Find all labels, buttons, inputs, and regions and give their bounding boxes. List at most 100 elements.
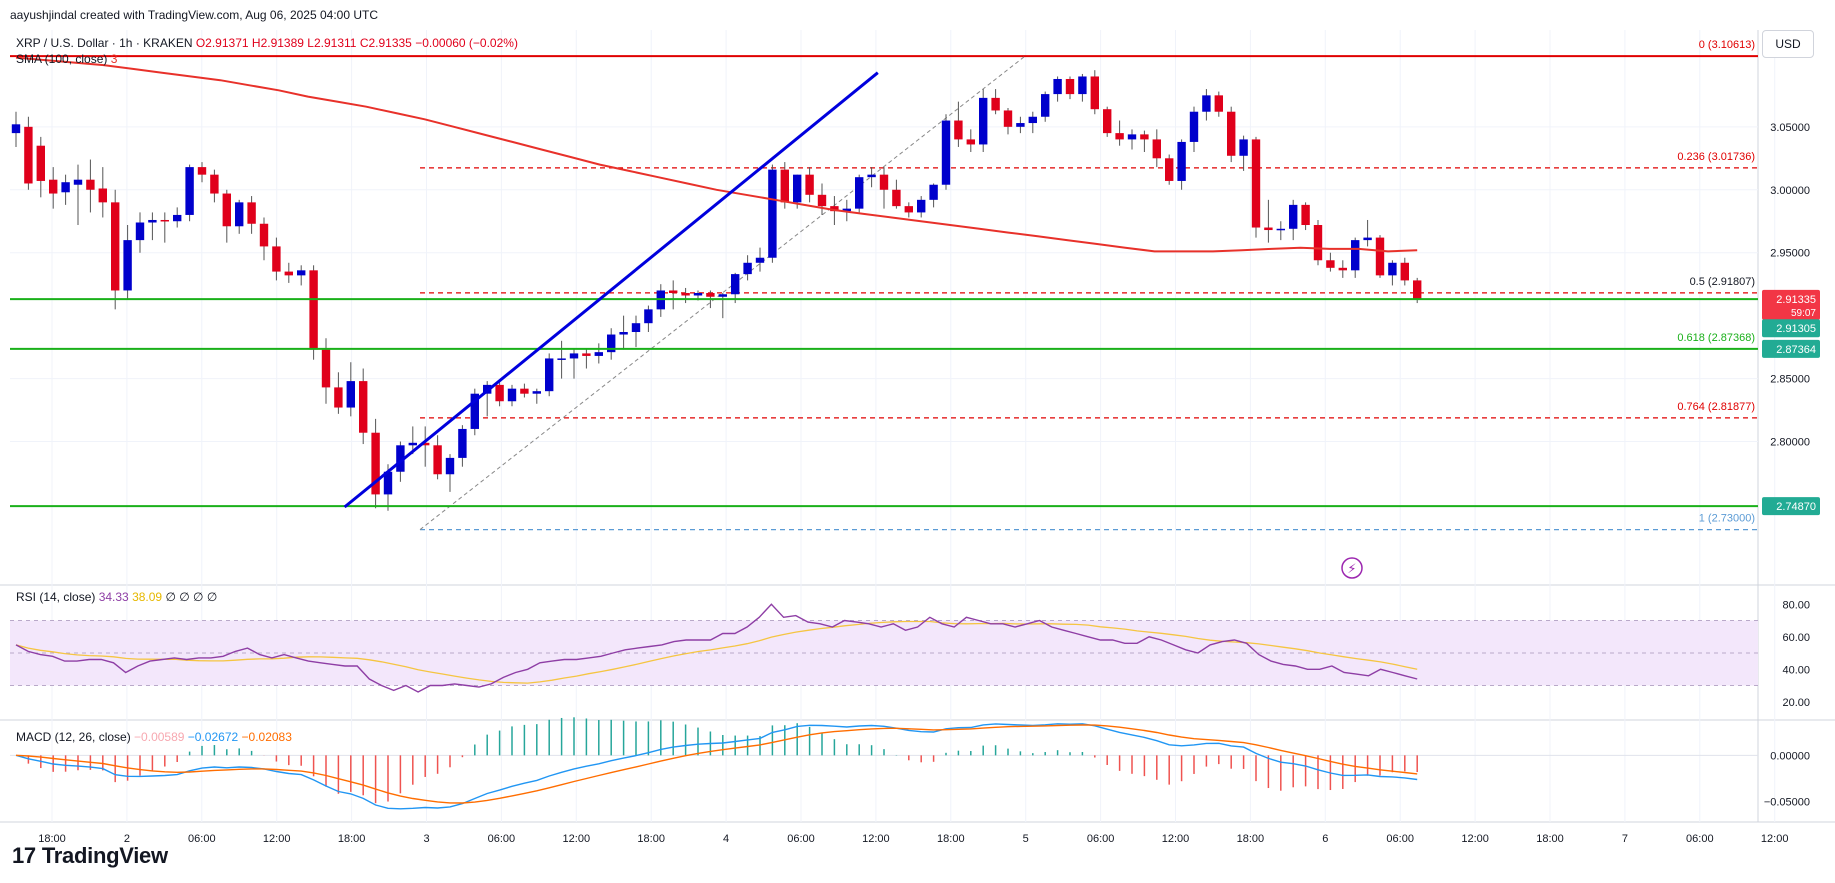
time-tick-label: 18:00 [937, 833, 965, 845]
candle-body [396, 445, 405, 472]
candle-body [36, 145, 45, 181]
time-tick-label: 06:00 [787, 833, 815, 845]
candle-body [1103, 109, 1112, 134]
fib-level-label: 0.236 (3.01736) [1677, 151, 1755, 163]
time-tick-label: 12:00 [563, 833, 591, 845]
candle-body [520, 388, 529, 394]
macd-legend[interactable]: MACD (12, 26, close) −0.00589 −0.02672 −… [16, 730, 292, 744]
candle-body [1363, 237, 1372, 241]
candle-body [545, 358, 554, 392]
price-badge [1762, 289, 1820, 320]
candle-body [1375, 237, 1385, 276]
lightning-icon-glyph: ⚡ [1347, 561, 1356, 576]
candle-body [569, 353, 579, 359]
candle-body [1115, 133, 1124, 140]
candle-body [359, 381, 368, 433]
sma-legend[interactable]: SMA (100, close) 3 [16, 52, 117, 66]
candle-body [892, 189, 901, 207]
candle-body [755, 257, 765, 263]
candle-body [681, 292, 690, 296]
time-tick-label: 12:00 [1162, 833, 1190, 845]
candle-body [706, 292, 715, 297]
time-tick-label: 7 [1622, 833, 1628, 845]
price-badge [1762, 497, 1820, 516]
candle-body [1264, 227, 1273, 231]
sma-label: SMA (100, close) [16, 52, 108, 66]
fib-level-label: 0.5 (2.91807) [1690, 276, 1755, 288]
rsi-tick-label: 80.00 [1782, 599, 1810, 611]
candle-body [855, 177, 864, 209]
fib-level-label: 1 (2.73000) [1699, 513, 1755, 525]
candle-body [458, 428, 467, 458]
macd-hist-value: −0.00589 [134, 730, 185, 744]
candle-body [1041, 94, 1050, 117]
price-axis: 3.05000 3.00000 2.95000 2.85000 2.80000 2.913… [1762, 122, 1820, 809]
lightning-icon [1341, 557, 1363, 579]
candle-body [1078, 76, 1087, 95]
candle-body [1276, 228, 1285, 231]
candle-body [817, 194, 827, 207]
candle-body [731, 274, 740, 295]
ohlc-close: C2.91335 [359, 36, 412, 50]
time-tick-label: 06:00 [488, 833, 516, 845]
candle-body [1127, 134, 1137, 140]
rsi-pane [10, 603, 1758, 693]
candle-body [1140, 134, 1149, 140]
candle-body [421, 442, 430, 446]
candle-body [148, 219, 157, 223]
fib-level-label: 0 (3.10613) [1699, 39, 1755, 51]
candle-body [1313, 225, 1323, 261]
time-tick-label: 12:00 [862, 833, 890, 845]
candle-body [917, 199, 926, 213]
candle-body [1016, 123, 1025, 127]
candle-body [235, 202, 244, 227]
candle-body [718, 294, 727, 297]
candle-body [1239, 139, 1248, 156]
candle-body [495, 384, 504, 402]
price-badge-label: 2.91335 [1776, 294, 1816, 306]
sma100-line [15, 56, 1418, 253]
candle-body [247, 202, 256, 224]
candle-body [607, 334, 616, 353]
rsi-line [15, 603, 1418, 693]
time-tick-label: 18:00 [338, 833, 366, 845]
logo-text: TradingView [41, 843, 168, 868]
time-tick-label: 18:00 [1536, 833, 1564, 845]
fib-level-label: 0.764 (2.81877) [1677, 401, 1755, 413]
tradingview-logo[interactable]: 17 TradingView [12, 843, 168, 869]
time-tick-label: 6 [1322, 833, 1328, 845]
candle-body [1177, 141, 1186, 181]
candle-body [1400, 262, 1409, 281]
rsi-tick-label: 60.00 [1782, 632, 1810, 644]
candle-body [669, 290, 678, 293]
candle-body [346, 381, 355, 408]
macd-line [15, 723, 1418, 810]
candlestick-series [11, 70, 1422, 511]
time-tick-label: 18:00 [1237, 833, 1265, 845]
candle-body [259, 223, 269, 247]
candle-body [966, 139, 975, 145]
candle-body [1028, 116, 1037, 124]
symbol-info: XRP / U.S. Dollar · 1h · KRAKEN O2.91371… [16, 36, 518, 50]
candle-body [631, 323, 641, 333]
candle-body [1165, 158, 1174, 181]
candle-body [904, 206, 913, 213]
candle-body [49, 179, 58, 194]
currency-button[interactable]: USD [1762, 30, 1814, 58]
candle-body [768, 169, 777, 258]
ohlc-high: H2.91389 [251, 36, 304, 50]
candle-body [991, 97, 1000, 111]
price-badge-label: 2.87364 [1776, 344, 1816, 356]
trend-line [343, 71, 879, 509]
grid [0, 30, 1835, 823]
candle-body [383, 471, 393, 495]
candle-body [284, 271, 293, 276]
candle-body [1301, 204, 1310, 226]
rsi-legend[interactable]: RSI (14, close) 34.33 38.09 ∅ ∅ ∅ ∅ [16, 590, 217, 604]
symbol-name[interactable]: XRP / U.S. Dollar · 1h · KRAKEN [16, 36, 193, 50]
candle-body [1189, 111, 1199, 142]
candle-body [1289, 204, 1298, 229]
candle-body [433, 445, 442, 475]
candle-body [879, 174, 889, 190]
